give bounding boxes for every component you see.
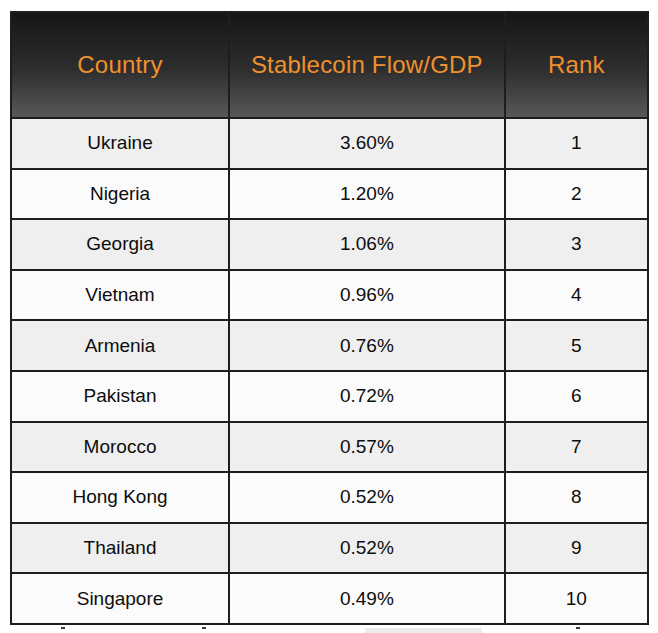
- cell-rank: 10: [505, 573, 648, 624]
- table-row: Hong Kong 0.52% 8: [11, 472, 648, 523]
- cell-flow-gdp: 0.72%: [229, 371, 505, 422]
- cell-country: Nigeria: [11, 169, 229, 220]
- table-row: Singapore 0.49% 10: [11, 573, 648, 624]
- cell-country: Hong Kong: [11, 472, 229, 523]
- cell-rank: 1: [505, 118, 648, 169]
- cell-country: Morocco: [11, 422, 229, 473]
- cell-flow-gdp: 0.96%: [229, 270, 505, 321]
- cell-country: Pakistan: [11, 371, 229, 422]
- table-row: Armenia 0.76% 5: [11, 320, 648, 371]
- table-row: Morocco 0.57% 7: [11, 422, 648, 473]
- cell-flow-gdp: 3.60%: [229, 118, 505, 169]
- table-row: Georgia 1.06% 3: [11, 219, 648, 270]
- header-stablecoin-flow-gdp: Stablecoin Flow/GDP: [229, 12, 505, 118]
- table-screenshot: Country Stablecoin Flow/GDP Rank Ukraine…: [0, 0, 658, 633]
- cropped-glyph-artifact: [202, 627, 206, 629]
- cell-country: Armenia: [11, 320, 229, 371]
- cell-rank: 3: [505, 219, 648, 270]
- header-country: Country: [11, 12, 229, 118]
- cell-rank: 8: [505, 472, 648, 523]
- stablecoin-flow-table: Country Stablecoin Flow/GDP Rank Ukraine…: [10, 11, 649, 625]
- table-row: Thailand 0.52% 9: [11, 523, 648, 574]
- cropped-gray-segment: [365, 628, 482, 633]
- cell-country: Vietnam: [11, 270, 229, 321]
- cell-rank: 4: [505, 270, 648, 321]
- cropped-glyph-artifact: [576, 627, 580, 629]
- cell-country: Ukraine: [11, 118, 229, 169]
- cell-rank: 5: [505, 320, 648, 371]
- cell-rank: 2: [505, 169, 648, 220]
- table-row: Vietnam 0.96% 4: [11, 270, 648, 321]
- cell-flow-gdp: 0.76%: [229, 320, 505, 371]
- cell-rank: 6: [505, 371, 648, 422]
- header-rank: Rank: [505, 12, 648, 118]
- cell-rank: 9: [505, 523, 648, 574]
- cell-country: Singapore: [11, 573, 229, 624]
- cell-flow-gdp: 0.57%: [229, 422, 505, 473]
- table-row: Pakistan 0.72% 6: [11, 371, 648, 422]
- header-row: Country Stablecoin Flow/GDP Rank: [11, 12, 648, 118]
- cell-flow-gdp: 1.06%: [229, 219, 505, 270]
- table-row: Nigeria 1.20% 2: [11, 169, 648, 220]
- cell-country: Thailand: [11, 523, 229, 574]
- cell-country: Georgia: [11, 219, 229, 270]
- cell-flow-gdp: 1.20%: [229, 169, 505, 220]
- cell-flow-gdp: 0.52%: [229, 523, 505, 574]
- cell-flow-gdp: 0.52%: [229, 472, 505, 523]
- cropped-glyph-artifact: [61, 627, 65, 629]
- cell-rank: 7: [505, 422, 648, 473]
- cell-flow-gdp: 0.49%: [229, 573, 505, 624]
- cropped-next-row-hint: [0, 625, 658, 633]
- table-row: Ukraine 3.60% 1: [11, 118, 648, 169]
